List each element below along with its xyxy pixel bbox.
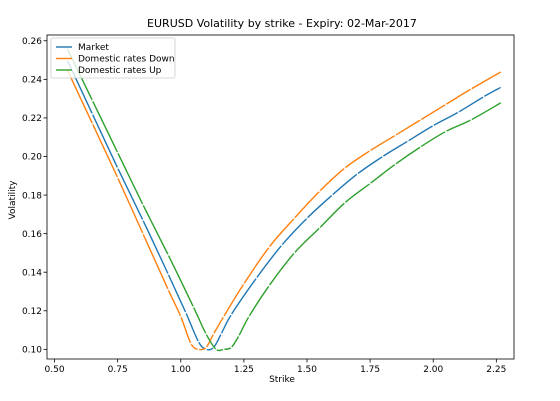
legend-entry: Market	[78, 43, 109, 53]
data-point	[237, 334, 240, 337]
data-point	[230, 346, 233, 349]
x-tick-label: 2.00	[423, 365, 443, 375]
data-point	[432, 124, 435, 127]
y-tick-label: 0.12	[22, 307, 42, 317]
data-point	[212, 333, 215, 335]
x-tick-label: 1.50	[297, 365, 317, 375]
y-tick-label: 0.16	[22, 230, 42, 240]
data-point	[394, 163, 397, 166]
data-point	[500, 86, 503, 88]
data-point	[343, 201, 346, 204]
plot-area	[46, 34, 515, 360]
legend-box	[50, 37, 176, 79]
x-tick-label: 0.50	[45, 365, 65, 375]
data-point	[306, 217, 308, 220]
x-tick-label: 1.75	[360, 365, 380, 375]
data-point	[116, 176, 119, 179]
data-point	[91, 113, 94, 115]
data-point	[470, 118, 472, 121]
y-axis: 0.10 0.12 0.14 0.16 0.18 0.20 0.22 0.24 0.26	[22, 37, 47, 356]
x-tick-label: 0.75	[108, 365, 128, 375]
data-point	[222, 315, 225, 318]
data-point	[457, 111, 460, 114]
data-point	[280, 244, 283, 247]
data-point	[293, 252, 296, 254]
data-point	[268, 284, 271, 287]
data-point	[482, 95, 485, 98]
data-point	[205, 346, 207, 349]
series-line-1	[66, 69, 502, 351]
y-tick-label: 0.18	[22, 191, 42, 201]
data-point	[142, 203, 144, 206]
y-axis-label: Volatility	[8, 180, 18, 220]
data-point	[205, 348, 207, 351]
legend-entry: Domestic rates Up	[78, 66, 162, 76]
chart-title: EURUSD Volatility by strike - Expiry: 02…	[147, 17, 417, 30]
data-point	[331, 194, 334, 196]
data-point	[230, 313, 233, 316]
data-point	[142, 232, 144, 235]
data-point	[369, 149, 372, 152]
data-point	[167, 273, 170, 276]
y-tick-label: 0.24	[22, 76, 42, 86]
data-point	[243, 282, 245, 285]
data-point	[248, 315, 250, 318]
plot-frame	[46, 34, 515, 360]
data-point	[116, 167, 119, 169]
data-point	[167, 288, 170, 291]
data-point	[343, 167, 346, 169]
data-point	[91, 122, 94, 125]
data-point	[205, 333, 207, 335]
y-tick-label: 0.26	[22, 37, 42, 47]
data-point	[500, 101, 503, 104]
data-point	[444, 103, 447, 106]
x-tick-label: 1.00	[171, 365, 191, 375]
data-point	[369, 182, 372, 185]
data-point	[381, 155, 384, 158]
data-point	[293, 217, 296, 220]
x-axis-label: Strike	[269, 375, 295, 385]
series-line-0	[66, 59, 502, 351]
data-point	[184, 311, 187, 314]
data-point	[222, 348, 225, 351]
data-point	[197, 348, 200, 351]
x-tick-label: 1.25	[234, 365, 254, 375]
data-point	[179, 315, 182, 318]
y-tick-label: 0.14	[22, 268, 42, 278]
data-point	[419, 118, 422, 121]
data-point	[189, 342, 192, 345]
y-tick-label: 0.22	[22, 114, 42, 124]
data-point	[470, 88, 472, 90]
data-point	[192, 306, 195, 308]
data-point	[142, 219, 144, 222]
data-point	[500, 70, 503, 73]
data-point	[356, 172, 359, 175]
data-point	[215, 348, 218, 351]
data-point	[167, 253, 170, 256]
y-tick-label: 0.20	[22, 153, 42, 163]
data-point	[444, 130, 447, 133]
data-point	[407, 140, 409, 142]
data-point	[220, 333, 223, 335]
y-tick-label: 0.10	[22, 346, 42, 356]
series-layer	[66, 47, 503, 352]
x-axis: 0.50 0.75 1.00 1.25 1.50 1.75 2.00 2.25	[45, 359, 506, 375]
data-point	[197, 340, 200, 343]
data-point	[268, 246, 271, 249]
x-tick-label: 2.25	[486, 365, 506, 375]
data-point	[255, 277, 258, 279]
data-point	[419, 145, 422, 148]
data-point	[91, 99, 94, 102]
data-point	[318, 226, 321, 229]
data-point	[116, 151, 119, 154]
series-line-2	[66, 48, 502, 352]
data-point	[318, 190, 321, 193]
data-point	[394, 134, 397, 137]
legend-entry: Domestic rates Down	[78, 55, 175, 65]
